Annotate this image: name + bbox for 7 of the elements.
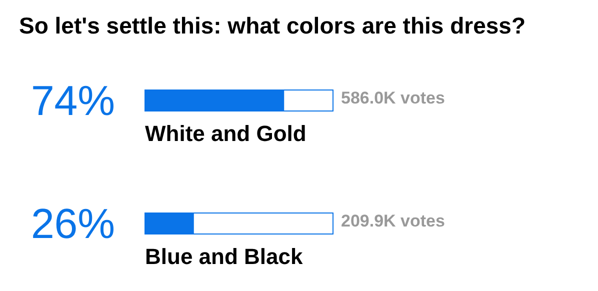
text: 586.0K votes <box>341 88 445 108</box>
text: 209.9K votes <box>341 212 445 230</box>
y-tick-label: White and Gold <box>145 121 306 146</box>
data-label: 74% <box>30 77 115 124</box>
chart-title: So let's settle this: what colors are this dress? <box>19 12 526 38</box>
data-label: 26% <box>30 200 115 247</box>
y-tick-label: Blue and Black <box>145 244 304 269</box>
